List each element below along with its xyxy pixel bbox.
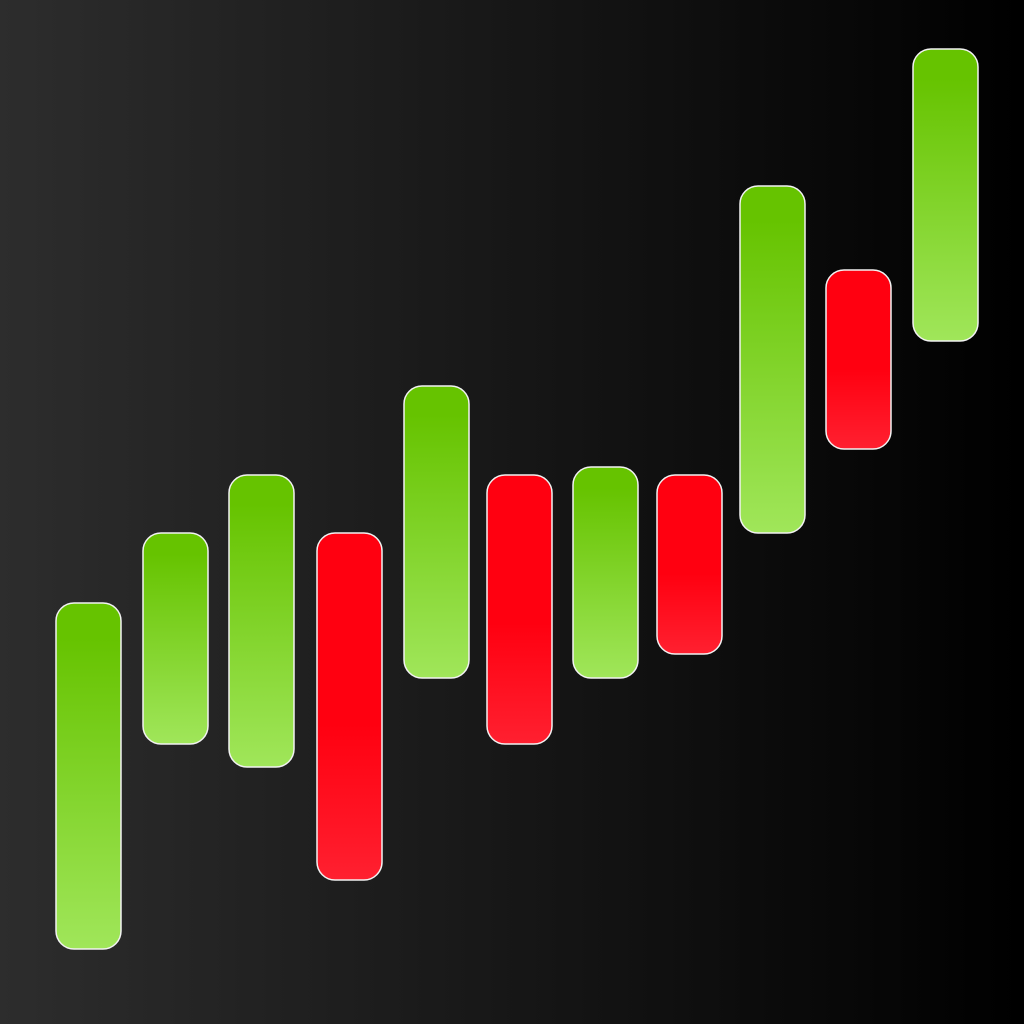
candle-up-7 xyxy=(572,466,639,679)
candle-up-3 xyxy=(228,474,295,768)
candle-up-2 xyxy=(142,532,209,745)
candle-down-8 xyxy=(656,474,723,655)
candle-up-9 xyxy=(739,185,806,534)
candle-up-1 xyxy=(55,602,122,950)
candle-down-4 xyxy=(316,532,383,881)
candle-up-5 xyxy=(403,385,470,679)
candles-group xyxy=(55,48,979,950)
candle-down-10 xyxy=(825,269,892,450)
candle-down-6 xyxy=(486,474,553,745)
candle-up-11 xyxy=(912,48,979,342)
